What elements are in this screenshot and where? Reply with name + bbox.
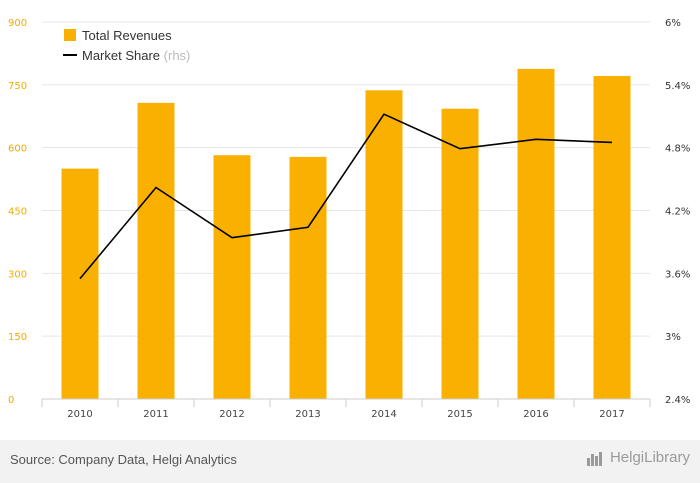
revenue-bar bbox=[289, 156, 327, 399]
legend-revenues-swatch bbox=[64, 29, 76, 41]
right-tick-label: 2.4% bbox=[665, 395, 690, 406]
left-tick-label: 900 bbox=[8, 18, 27, 29]
left-tick-label: 750 bbox=[8, 81, 27, 92]
right-tick-label: 4.2% bbox=[665, 207, 690, 218]
market-share-line bbox=[79, 113, 613, 280]
x-axis: 2010 2011 2012 2013 2014 2015 2016 2017 bbox=[41, 398, 651, 420]
x-tick-label: 2010 bbox=[67, 409, 92, 420]
left-tick-label: 450 bbox=[8, 207, 27, 218]
library-logo-icon bbox=[586, 451, 602, 466]
right-tick-label: 3.6% bbox=[665, 269, 690, 280]
right-tick-label: 4.8% bbox=[665, 144, 690, 155]
bar-series bbox=[61, 68, 631, 400]
footer: Source: Company Data, Helgi Analytics He… bbox=[0, 440, 700, 483]
revenue-bar bbox=[61, 168, 99, 399]
right-tick-label: 3% bbox=[665, 332, 681, 343]
right-tick-label: 5.4% bbox=[665, 81, 690, 92]
right-tick-label: 6% bbox=[665, 18, 681, 29]
left-tick-label: 600 bbox=[8, 144, 27, 155]
legend-revenues-label: Total Revenues bbox=[82, 28, 172, 43]
legend: Total Revenues Market Share (rhs) bbox=[63, 28, 190, 63]
revenue-bar bbox=[517, 68, 555, 399]
revenue-bar bbox=[137, 102, 175, 400]
chart: 0 150 300 450 600 750 900 2.4% 3% 3.6% 4.2% 4.8% 5.… bbox=[8, 18, 690, 420]
legend-market-share-label: Market Share bbox=[82, 48, 160, 63]
left-tick-label: 0 bbox=[8, 395, 14, 406]
legend-market-share-suffix: (rhs) bbox=[164, 48, 191, 63]
x-tick-label: 2016 bbox=[523, 409, 548, 420]
revenue-bar bbox=[593, 76, 631, 399]
x-tick-label: 2017 bbox=[599, 409, 624, 420]
source-note: Source: Company Data, Helgi Analytics bbox=[10, 452, 237, 467]
x-tick-label: 2014 bbox=[371, 409, 396, 420]
x-tick-label: 2013 bbox=[295, 409, 320, 420]
left-axis-ticks: 0 150 300 450 600 750 900 bbox=[8, 18, 27, 406]
x-tick-label: 2011 bbox=[143, 409, 168, 420]
gridlines bbox=[42, 21, 650, 337]
revenue-bar bbox=[213, 155, 251, 399]
logo-text: HelgiLibrary bbox=[609, 449, 690, 466]
x-tick-label: 2012 bbox=[219, 409, 244, 420]
helgi-library-logo: HelgiLibrary bbox=[586, 449, 690, 466]
revenue-bar bbox=[441, 108, 479, 400]
revenue-bar bbox=[365, 90, 403, 399]
left-tick-label: 300 bbox=[8, 269, 27, 280]
left-tick-label: 150 bbox=[8, 332, 27, 343]
svg-text:Market Share (rhs): Market Share (rhs) bbox=[82, 48, 190, 63]
right-axis-ticks: 2.4% 3% 3.6% 4.2% 4.8% 5.4% 6% bbox=[665, 18, 690, 406]
x-tick-label: 2015 bbox=[447, 409, 472, 420]
